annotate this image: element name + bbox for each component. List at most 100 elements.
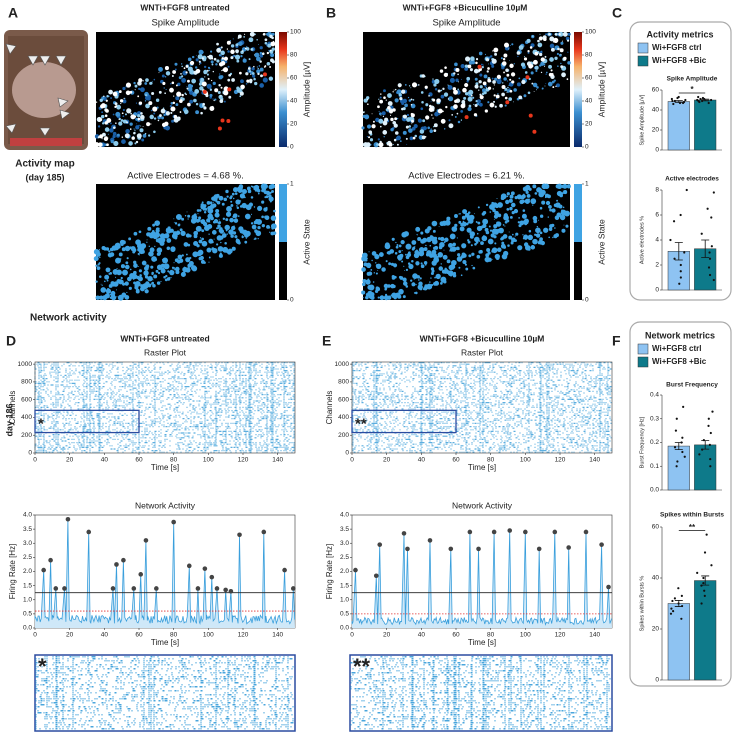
peak-marker — [552, 529, 558, 535]
bar — [694, 444, 717, 491]
data-point — [706, 207, 709, 210]
y-tick-label: 0.1 — [650, 463, 659, 470]
y-tick-label: 1.5 — [23, 582, 32, 589]
peak-marker — [237, 532, 242, 538]
y-tick-label: 4 — [655, 237, 659, 244]
y-tick-label: 2 — [655, 262, 659, 269]
peak-marker — [114, 562, 119, 567]
data-point — [679, 213, 682, 217]
peak-marker — [448, 546, 454, 552]
heatmap-blob-layer — [361, 183, 571, 301]
y-tick-label: 2.0 — [340, 568, 349, 575]
colorbar-tick-label: 1 — [290, 181, 294, 188]
data-point — [708, 443, 711, 446]
data-point — [700, 584, 703, 587]
colorbar-tick-label: 20 — [290, 121, 298, 128]
x-tick-label: 80 — [487, 457, 495, 464]
peak-marker — [401, 531, 407, 536]
x-tick-label: 120 — [555, 632, 566, 639]
day-label: day 186 — [4, 403, 14, 436]
y-axis-label: Spike Amplitude [µV] — [639, 94, 645, 145]
data-point — [675, 465, 678, 468]
data-point — [701, 448, 704, 451]
y-tick-label: 800 — [338, 379, 349, 386]
peak-marker — [282, 567, 287, 573]
y-tick-label: 0 — [655, 147, 659, 154]
activity-map-label: Activity map — [15, 159, 74, 170]
y-tick-label: 3.5 — [340, 526, 349, 533]
x-tick-label: 0 — [33, 632, 37, 639]
error-bar — [674, 100, 683, 103]
x-tick-label: 140 — [272, 457, 283, 464]
data-point — [709, 98, 713, 102]
x-tick-label: 60 — [135, 457, 143, 464]
data-point — [703, 594, 706, 597]
data-point — [696, 571, 699, 575]
data-point — [681, 450, 684, 454]
panel-letter: C — [612, 5, 622, 21]
peak-marker — [353, 567, 358, 573]
peak-marker — [121, 557, 126, 563]
zoom-frame — [34, 654, 296, 732]
data-point — [678, 101, 682, 105]
y-tick-label: 400 — [338, 414, 349, 421]
chart-title: Raster Plot — [461, 347, 504, 357]
data-point — [680, 604, 684, 608]
x-axis-label: Time [s] — [468, 463, 496, 472]
peak-marker — [195, 586, 201, 591]
data-point — [672, 610, 675, 613]
peak-marker — [599, 542, 604, 547]
x-tick-label: 80 — [170, 632, 178, 639]
axes-frame — [351, 361, 613, 454]
y-tick-label: 6 — [655, 212, 659, 219]
x-tick-label: 20 — [383, 632, 391, 639]
data-point — [708, 251, 711, 254]
x-tick-label: 100 — [203, 457, 214, 464]
y-tick-label: 0.5 — [340, 611, 349, 618]
heatmap-blobs — [361, 31, 571, 148]
legend-label: Wi+FGF8 +Bic — [652, 357, 707, 366]
data-point — [709, 431, 712, 435]
x-tick-label: 40 — [418, 457, 426, 464]
x-tick-label: 60 — [452, 632, 460, 639]
data-point — [677, 95, 680, 99]
data-point — [673, 446, 677, 449]
zoom-frame — [349, 654, 613, 732]
peak-marker — [583, 529, 589, 535]
y-tick-label: 40 — [652, 575, 660, 582]
y-tick-label: 800 — [21, 379, 32, 386]
peak-marker — [566, 545, 571, 550]
y-tick-label: 3.0 — [23, 540, 32, 547]
data-point — [711, 410, 714, 413]
y-tick-label: 1000 — [335, 361, 350, 368]
peak-marker — [131, 586, 137, 591]
x-tick-label: 20 — [66, 632, 74, 639]
group-title: WNTi+FGF8 +Bicuculline 10µM — [420, 333, 545, 343]
zoom-raster: ** — [349, 654, 613, 732]
data-point — [682, 405, 685, 408]
colorbar-label: Amplitude [µV] — [301, 62, 311, 117]
x-tick-label: 100 — [203, 632, 214, 639]
peak-marker — [214, 586, 220, 591]
firing-trace — [351, 530, 613, 626]
hot-spot — [528, 113, 533, 118]
data-point — [708, 257, 712, 260]
data-point — [683, 251, 686, 254]
y-tick-label: 2.5 — [23, 554, 32, 561]
y-tick-label: 200 — [338, 432, 349, 439]
axes-frame — [34, 361, 296, 454]
peak-marker — [223, 587, 228, 593]
y-tick-label: 0 — [28, 450, 32, 457]
data-point — [672, 102, 675, 106]
y-axis-label: Active electrodes % — [639, 216, 645, 264]
y-tick-label: 600 — [338, 396, 349, 403]
data-point — [670, 607, 673, 610]
chart-title: Spike Amplitude — [432, 18, 500, 29]
colorbar-tick-label: 40 — [290, 98, 298, 105]
data-point — [680, 617, 683, 620]
colorbar-tick-label: 0 — [290, 297, 294, 304]
chart-title: Raster Plot — [144, 347, 187, 357]
data-point — [703, 551, 707, 554]
chart-title: Spikes within Bursts — [660, 512, 724, 519]
data-point — [710, 245, 713, 248]
